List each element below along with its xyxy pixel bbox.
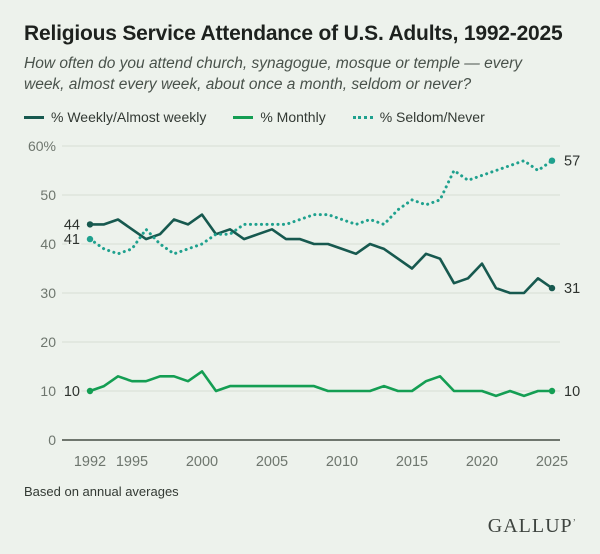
y-tick-label: 10 bbox=[40, 383, 56, 399]
chart: 0 10 20 30 40 50 60% 1992 1995 2000 2005 2010 2015 20… bbox=[0, 129, 600, 482]
monthly-line-swatch-icon bbox=[233, 115, 254, 119]
x-tick-label: 2020 bbox=[466, 454, 498, 470]
page-subtitle: How often do you attend church, synagogu… bbox=[24, 55, 523, 94]
y-tick-label: 20 bbox=[40, 334, 56, 350]
y-tick-label: 0 bbox=[48, 432, 56, 448]
gallup-logo-mark: ʼ bbox=[572, 517, 576, 529]
legend-item-seldom: % Seldom/Never bbox=[352, 109, 485, 126]
x-tick-label: 2010 bbox=[326, 454, 358, 470]
x-tick-label: 2000 bbox=[186, 454, 218, 470]
y-tick-label: 30 bbox=[40, 285, 56, 301]
legend-label-monthly: % Monthly bbox=[260, 109, 326, 126]
footnote: Based on annual averages bbox=[24, 484, 179, 500]
weekly-line bbox=[90, 213, 553, 295]
seldom-line bbox=[88, 159, 554, 256]
monthly-end-value-label: 10 bbox=[564, 384, 580, 400]
seldom-end-dot bbox=[548, 157, 556, 165]
weekly-line-swatch-icon bbox=[24, 115, 44, 119]
x-tick-label: 1992 bbox=[74, 454, 106, 470]
weekly-start-value-label: 44 bbox=[64, 218, 80, 234]
x-tick-label: 1995 bbox=[116, 454, 148, 470]
legend-label-weekly: % Weekly/Almost weekly bbox=[51, 109, 207, 126]
chart-svg: 0 10 20 30 40 50 60% 1992 1995 2000 2005 2010 2015 20… bbox=[28, 138, 582, 470]
x-tick-label: 2015 bbox=[396, 454, 428, 470]
legend-item-weekly: % Weekly/Almost weekly bbox=[24, 109, 206, 125]
weekly-end-value-label: 31 bbox=[564, 281, 580, 297]
monthly-start-value-label: 10 bbox=[64, 384, 80, 400]
y-tick-label: 60% bbox=[28, 138, 56, 154]
x-tick-label: 2025 bbox=[536, 454, 568, 470]
monthly-line bbox=[89, 370, 552, 398]
page: Religious Service Attendance of U.S. Adu… bbox=[0, 0, 600, 125]
x-tick-label: 2005 bbox=[256, 454, 288, 470]
seldom-line-swatch-icon bbox=[352, 115, 373, 119]
brand-row: GALLUPʼ bbox=[24, 515, 576, 538]
legend-item-monthly: % Monthly bbox=[233, 109, 326, 126]
footer: Based on annual averages GALLUPʼ bbox=[0, 484, 600, 538]
seldom-start-dot bbox=[86, 236, 94, 243]
legend: % Weekly/Almost weekly % Monthly % Seldo… bbox=[24, 109, 576, 125]
seldom-end-value-label: 57 bbox=[564, 154, 580, 170]
weekly-start-dot bbox=[86, 221, 94, 228]
monthly-end-dot bbox=[548, 387, 556, 395]
page-title: Religious Service Attendance of U.S. Adu… bbox=[24, 22, 563, 45]
gallup-logo: GALLUP bbox=[487, 515, 573, 538]
seldom-start-value-label: 41 bbox=[64, 232, 80, 248]
legend-label-seldom: % Seldom/Never bbox=[379, 109, 485, 126]
y-tick-label: 50 bbox=[40, 187, 56, 203]
weekly-end-dot bbox=[548, 285, 556, 292]
y-tick-label: 40 bbox=[40, 236, 56, 252]
monthly-start-dot bbox=[86, 387, 94, 395]
